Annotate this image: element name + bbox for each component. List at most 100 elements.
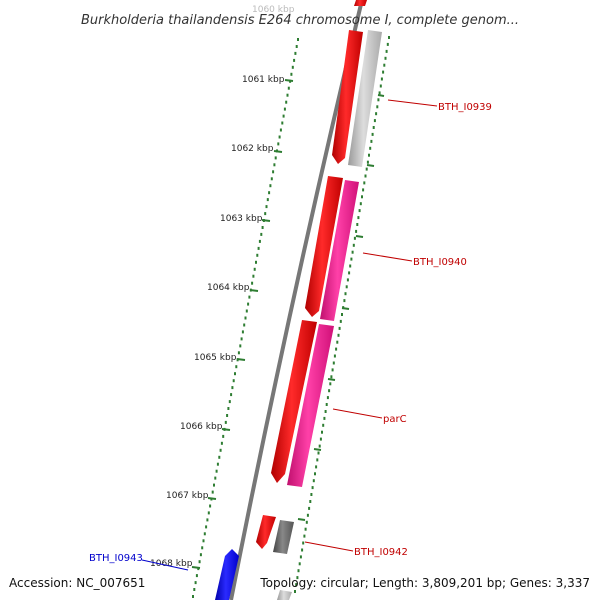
- minor-tick: [248, 295, 251, 299]
- minor-tick: [339, 319, 342, 323]
- minor-tick: [209, 504, 212, 508]
- minor-tick: [216, 462, 219, 466]
- minor-tick: [345, 285, 348, 289]
- minor-tick: [269, 184, 272, 188]
- minor-tick: [310, 493, 313, 496]
- minor-tick: [344, 292, 347, 296]
- minor-tick: [294, 51, 297, 55]
- minor-tick: [350, 257, 353, 261]
- cog-feature-magenta[interactable]: [287, 324, 334, 487]
- minor-tick: [264, 212, 267, 216]
- minor-tick: [358, 209, 361, 213]
- minor-tick: [260, 232, 263, 236]
- gene-label-bth-i0943[interactable]: BTH_I0943: [89, 553, 143, 564]
- minor-tick: [306, 513, 309, 517]
- cog-feature-dark-gray[interactable]: [273, 520, 294, 554]
- gene-feature-bth-i0938[interactable]: [354, 0, 367, 6]
- scale-label: 1066 kbp: [180, 422, 223, 432]
- minor-tick: [372, 126, 375, 129]
- minor-tick: [332, 361, 335, 365]
- minor-tick: [277, 142, 280, 146]
- minor-tick: [309, 500, 312, 503]
- minor-tick: [213, 483, 215, 487]
- minor-tick: [326, 396, 329, 400]
- gene-feature-bth-i0939[interactable]: [332, 30, 363, 164]
- minor-tick: [338, 326, 341, 330]
- minor-tick: [258, 239, 261, 243]
- minor-tick: [379, 84, 382, 88]
- gene-label-bth-i0939[interactable]: BTH_I0939: [438, 102, 492, 113]
- minor-tick: [304, 527, 307, 531]
- minor-tick: [291, 65, 294, 69]
- gene-feature-bth-i0943[interactable]: [215, 549, 239, 600]
- minor-tick: [305, 520, 308, 524]
- minor-tick: [369, 146, 372, 150]
- gene-feature-bth-i0940[interactable]: [305, 176, 343, 317]
- scale-label: 1068 kbp: [150, 559, 193, 569]
- minor-tick: [302, 541, 305, 545]
- minor-tick: [370, 139, 373, 143]
- minor-tick: [235, 365, 238, 369]
- major-tick: [261, 219, 271, 222]
- cog-feature-magenta[interactable]: [320, 180, 359, 321]
- minor-tick: [202, 539, 205, 543]
- minor-tick: [282, 114, 285, 118]
- minor-tick: [240, 337, 243, 341]
- minor-tick: [357, 216, 360, 220]
- minor-tick: [336, 340, 339, 344]
- minor-tick: [231, 386, 234, 390]
- gene-feature-bth-i0942[interactable]: [256, 515, 276, 549]
- minor-tick: [215, 469, 218, 473]
- minor-tick: [205, 525, 208, 529]
- minor-tick: [274, 156, 277, 160]
- gene-label-bth-i0940[interactable]: BTH_I0940: [413, 257, 467, 268]
- minor-tick: [256, 253, 259, 257]
- minor-tick: [265, 205, 268, 209]
- minor-tick: [198, 560, 201, 564]
- minor-tick: [214, 476, 217, 480]
- minor-tick: [364, 174, 367, 178]
- minor-tick: [353, 236, 356, 240]
- minor-tick: [322, 423, 325, 427]
- cog-feature-gray[interactable]: [348, 30, 382, 167]
- minor-tick: [218, 455, 221, 459]
- minor-tick: [201, 546, 204, 550]
- minor-tick: [293, 58, 296, 62]
- minor-tick: [203, 532, 206, 536]
- minor-tick: [220, 441, 223, 445]
- cog-track: [273, 30, 382, 554]
- forward-strand-track: [256, 0, 367, 549]
- minor-tick: [244, 316, 247, 320]
- minor-tick: [283, 107, 286, 111]
- reverse-strand-track: [215, 549, 292, 600]
- gene-label-parc[interactable]: parC: [383, 414, 407, 425]
- minor-tick: [286, 93, 289, 97]
- minor-tick: [383, 63, 386, 67]
- major-ticks: [191, 79, 294, 569]
- minor-tick: [255, 260, 257, 264]
- minor-tick: [333, 354, 336, 358]
- minor-tick: [295, 45, 298, 48]
- major-tick: [191, 566, 201, 569]
- minor-tick: [361, 195, 363, 199]
- gene-label-bth-i0942[interactable]: BTH_I0942: [354, 547, 408, 558]
- gene-feature-parc[interactable]: [271, 320, 317, 483]
- minor-tick: [346, 278, 349, 282]
- minor-tick: [266, 198, 269, 202]
- minor-tick: [315, 465, 318, 469]
- minor-tick: [290, 72, 293, 76]
- minor-tick: [380, 77, 383, 81]
- minor-tick: [363, 181, 366, 185]
- minor-tick: [245, 309, 248, 313]
- major-tick: [221, 428, 231, 431]
- major-tick: [273, 150, 283, 153]
- cog-feature-gray-partial[interactable]: [277, 590, 292, 600]
- minor-tick: [296, 576, 299, 580]
- scale-label: 1062 kbp: [231, 144, 274, 154]
- minor-tick: [311, 486, 314, 490]
- minor-tick: [371, 132, 374, 136]
- minor-tick: [328, 389, 331, 393]
- scale-label: 1064 kbp: [207, 283, 250, 293]
- minor-tick: [352, 243, 355, 247]
- minor-tick: [239, 344, 242, 348]
